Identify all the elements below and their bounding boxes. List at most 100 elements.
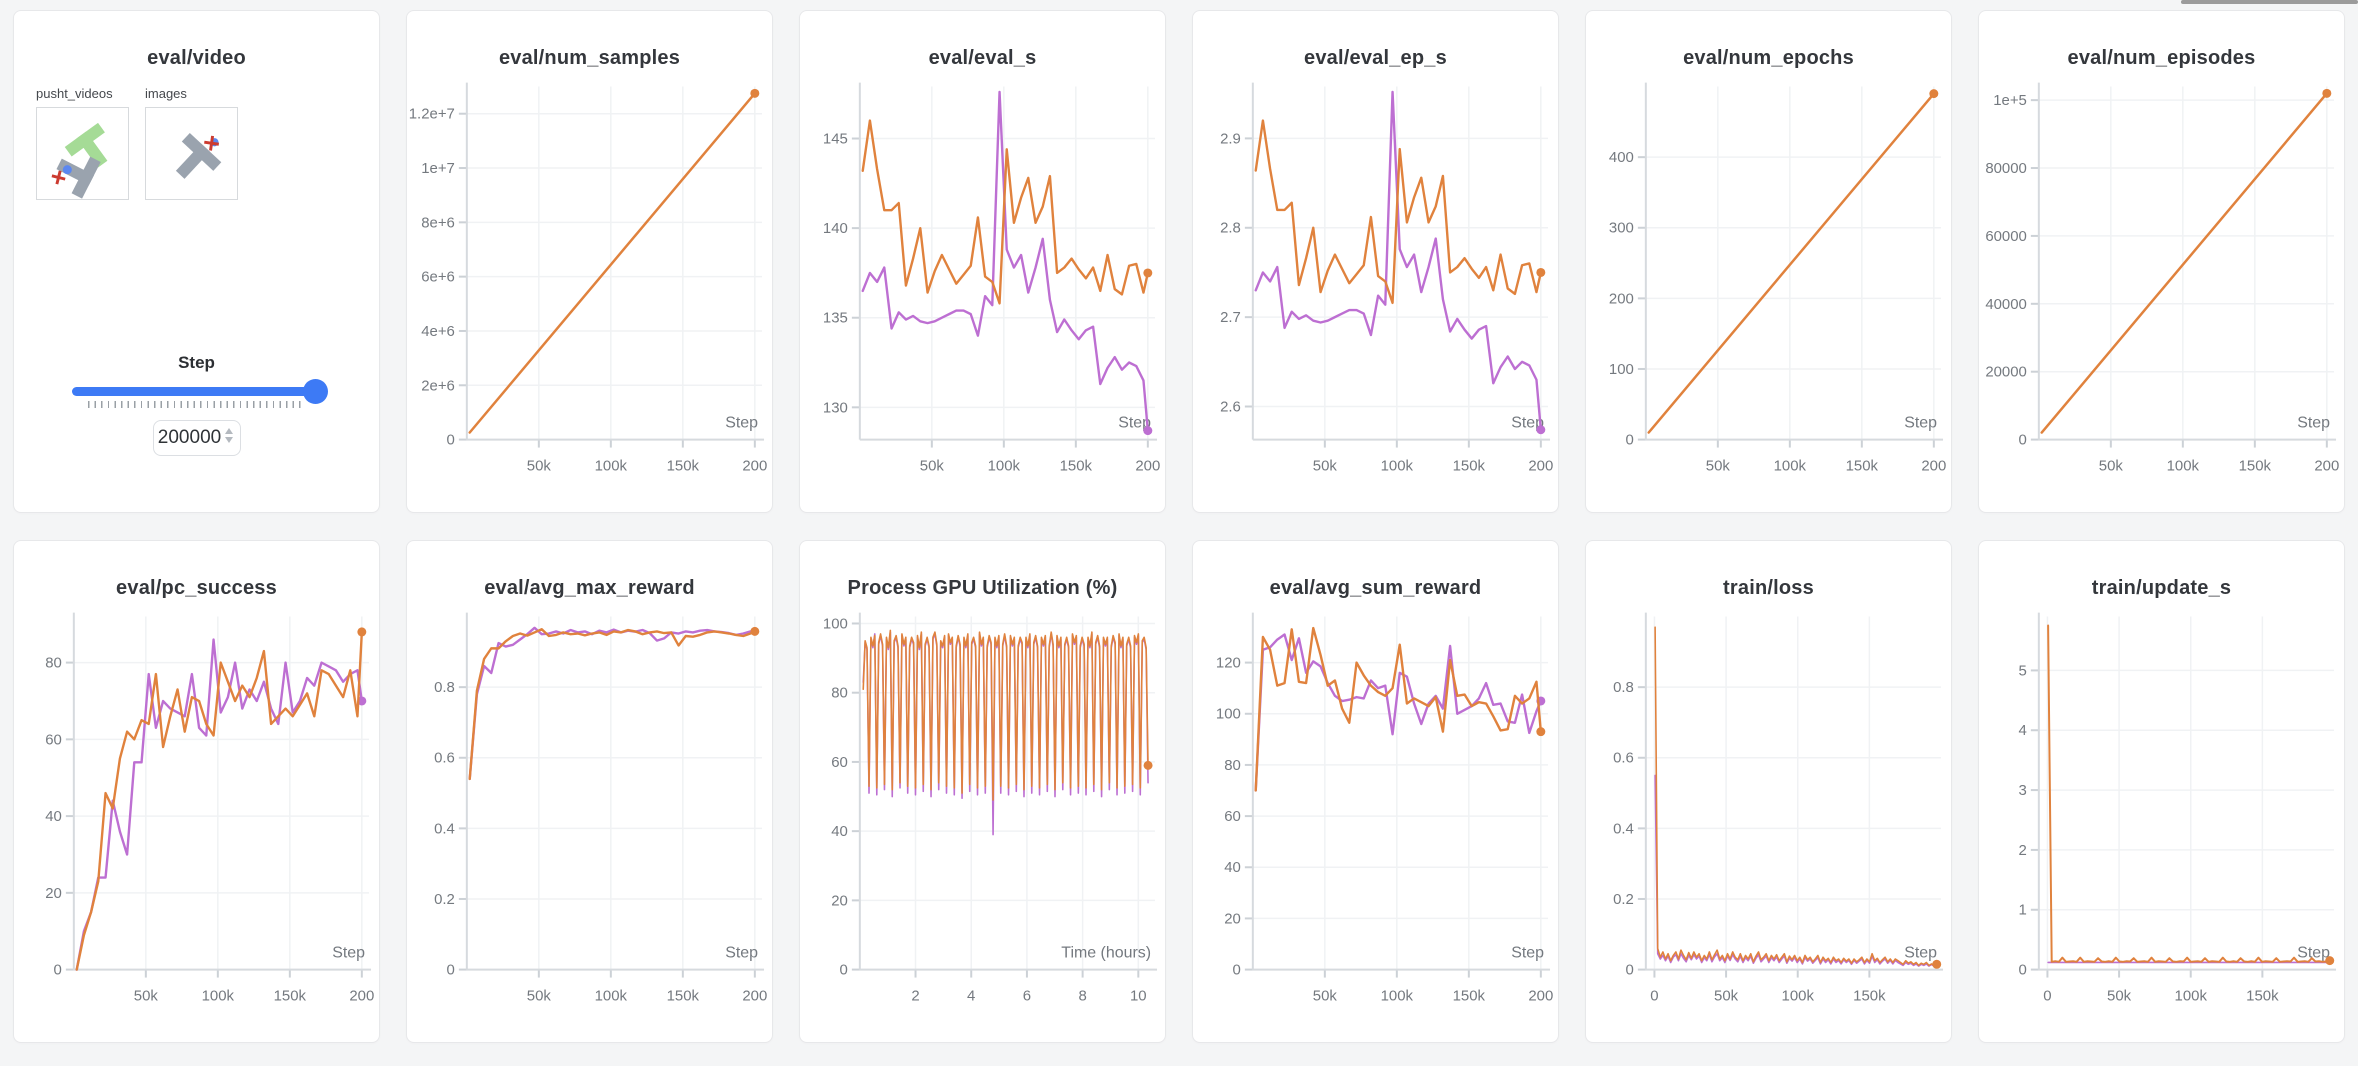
svg-text:0: 0 <box>447 962 455 979</box>
svg-text:0.4: 0.4 <box>434 820 455 837</box>
panel-train-update-s[interactable]: train/update_s 0 50k 100k 150k 0 1 2 3 4 5 Step <box>1978 540 2345 1043</box>
svg-text:150k: 150k <box>1853 988 1886 1005</box>
line-chart[interactable]: 50k 100k 150k 200 0 20000 40000 60000 80000 1e+5 S… <box>1979 74 2344 504</box>
svg-text:50k: 50k <box>1714 988 1739 1005</box>
svg-text:0: 0 <box>2043 988 2051 1005</box>
svg-text:200: 200 <box>1921 458 1946 475</box>
svg-text:100: 100 <box>823 615 848 632</box>
svg-text:0: 0 <box>1233 962 1241 979</box>
svg-text:50k: 50k <box>527 988 552 1005</box>
svg-text:2: 2 <box>2019 842 2027 859</box>
decrement-icon[interactable] <box>224 437 233 443</box>
svg-text:0.4: 0.4 <box>1613 820 1634 837</box>
svg-text:40: 40 <box>1224 859 1241 876</box>
svg-text:20: 20 <box>45 885 62 902</box>
line-chart[interactable]: 0 50k 100k 150k 0 0.2 0.4 0.6 0.8 Step <box>1586 604 1951 1034</box>
svg-text:60: 60 <box>45 731 62 748</box>
line-chart[interactable]: 0 50k 100k 150k 0 1 2 3 4 5 Step <box>1979 604 2344 1034</box>
svg-text:Step: Step <box>1904 945 1937 962</box>
increment-icon[interactable] <box>224 428 233 434</box>
svg-text:4: 4 <box>2019 722 2027 739</box>
panel-train-loss[interactable]: train/loss 0 50k 100k 150k 0 0.2 0.4 0.6 0.8 Step <box>1585 540 1952 1043</box>
pusht-video-thumbnail[interactable] <box>36 107 129 200</box>
slider-tick-ruler <box>87 401 306 408</box>
panel-eval-eval-s[interactable]: eval/eval_s 50k 100k 150k 200 130 135 140 145 St… <box>799 10 1166 513</box>
svg-text:2.6: 2.6 <box>1220 399 1241 416</box>
svg-text:0.8: 0.8 <box>434 679 455 696</box>
line-chart[interactable]: 50k 100k 150k 200 0 100 200 300 400 Step <box>1586 74 1951 504</box>
svg-text:60: 60 <box>831 754 848 771</box>
svg-text:50k: 50k <box>134 988 159 1005</box>
panel-eval-pc-success[interactable]: eval/pc_success 50k 100k 150k 200 0 20 40 60 80 S… <box>13 540 380 1043</box>
svg-text:Step: Step <box>332 945 365 962</box>
panel-title: eval/num_episodes <box>2067 47 2256 69</box>
svg-text:145: 145 <box>823 131 848 148</box>
panel-eval-avg-max-reward[interactable]: eval/avg_max_reward 50k 100k 150k 200 0 0.2 0.… <box>406 540 773 1043</box>
svg-text:100k: 100k <box>595 458 628 475</box>
svg-text:20: 20 <box>831 892 848 909</box>
svg-text:100k: 100k <box>595 988 628 1005</box>
svg-text:40000: 40000 <box>1985 296 2027 313</box>
svg-text:0: 0 <box>54 962 62 979</box>
svg-text:300: 300 <box>1609 220 1634 237</box>
panel-eval-num-epochs[interactable]: eval/num_epochs 50k 100k 150k 200 0 100 200 300… <box>1585 10 1952 513</box>
svg-text:4: 4 <box>967 988 975 1005</box>
panel-gpu-utilization[interactable]: Process GPU Utilization (%) 2 4 6 8 10 0 20 40 6… <box>799 540 1166 1043</box>
step-slider[interactable] <box>71 379 328 408</box>
svg-text:100k: 100k <box>1381 458 1414 475</box>
svg-text:100: 100 <box>1609 361 1634 378</box>
panel-title: train/loss <box>1723 577 1814 599</box>
step-value-input[interactable] <box>152 420 241 456</box>
svg-text:0: 0 <box>840 962 848 979</box>
svg-text:Step: Step <box>1118 415 1151 432</box>
images-thumbnail[interactable] <box>145 107 238 200</box>
svg-text:Step: Step <box>2297 415 2330 432</box>
svg-text:50k: 50k <box>2099 458 2124 475</box>
panel-eval-num-episodes[interactable]: eval/num_episodes 50k 100k 150k 200 0 20000 40… <box>1978 10 2345 513</box>
panel-eval-eval-ep-s[interactable]: eval/eval_ep_s 50k 100k 150k 200 2.6 2.7 2.8 2.… <box>1192 10 1559 513</box>
svg-text:Step: Step <box>1511 415 1544 432</box>
svg-text:150k: 150k <box>1060 458 1093 475</box>
step-control: Step <box>14 353 379 456</box>
svg-text:0.6: 0.6 <box>1613 750 1634 767</box>
slider-track[interactable] <box>71 387 322 396</box>
svg-text:50k: 50k <box>1313 458 1338 475</box>
panel-eval-num-samples[interactable]: eval/num_samples 50k 100k 150k 200 0 2e+6 4e+6… <box>406 10 773 513</box>
media-item-pusht-videos[interactable]: pusht_videos <box>36 86 131 200</box>
slider-thumb[interactable] <box>302 379 328 404</box>
svg-text:50k: 50k <box>1706 458 1731 475</box>
svg-text:8e+6: 8e+6 <box>421 214 455 231</box>
svg-text:0.2: 0.2 <box>1613 891 1634 908</box>
svg-text:60000: 60000 <box>1985 228 2027 245</box>
svg-text:Step: Step <box>725 945 758 962</box>
line-chart[interactable]: 50k 100k 150k 200 0 20 40 60 80 Step <box>14 604 379 1034</box>
svg-text:60: 60 <box>1224 808 1241 825</box>
svg-text:1.2e+7: 1.2e+7 <box>409 106 455 123</box>
svg-text:8: 8 <box>1078 988 1086 1005</box>
line-chart[interactable]: 50k 100k 150k 200 0 2e+6 4e+6 6e+6 8e+6 1e+7 1.2e+… <box>407 74 772 504</box>
svg-text:100k: 100k <box>988 458 1021 475</box>
svg-text:0.6: 0.6 <box>434 750 455 767</box>
svg-text:100: 100 <box>1216 706 1241 723</box>
line-chart[interactable]: 50k 100k 150k 200 130 135 140 145 Step <box>800 74 1165 504</box>
scrollbar-fragment[interactable] <box>2181 0 2358 4</box>
panel-title: eval/pc_success <box>116 577 277 599</box>
svg-text:200: 200 <box>1609 290 1634 307</box>
svg-text:200: 200 <box>742 458 767 475</box>
svg-text:150k: 150k <box>2239 458 2272 475</box>
media-item-images[interactable]: images <box>145 86 240 200</box>
line-chart[interactable]: 50k 100k 150k 200 0 20 40 60 80 100 120 Step <box>1193 604 1558 1034</box>
svg-text:50k: 50k <box>527 458 552 475</box>
svg-text:2.7: 2.7 <box>1220 309 1241 326</box>
svg-text:80: 80 <box>1224 757 1241 774</box>
svg-text:135: 135 <box>823 310 848 327</box>
svg-text:Step: Step <box>1904 415 1937 432</box>
line-chart[interactable]: 50k 100k 150k 200 0 0.2 0.4 0.6 0.8 Step <box>407 604 772 1034</box>
stepper-arrows[interactable] <box>224 428 233 443</box>
panel-eval-avg-sum-reward[interactable]: eval/avg_sum_reward 50k 100k 150k 200 0 20 40 6… <box>1192 540 1559 1043</box>
line-chart[interactable]: 50k 100k 150k 200 2.6 2.7 2.8 2.9 Step <box>1193 74 1558 504</box>
svg-text:50k: 50k <box>2107 988 2132 1005</box>
media-label: images <box>145 86 187 101</box>
panel-eval-video[interactable]: eval/video pusht_videos <box>13 10 380 513</box>
